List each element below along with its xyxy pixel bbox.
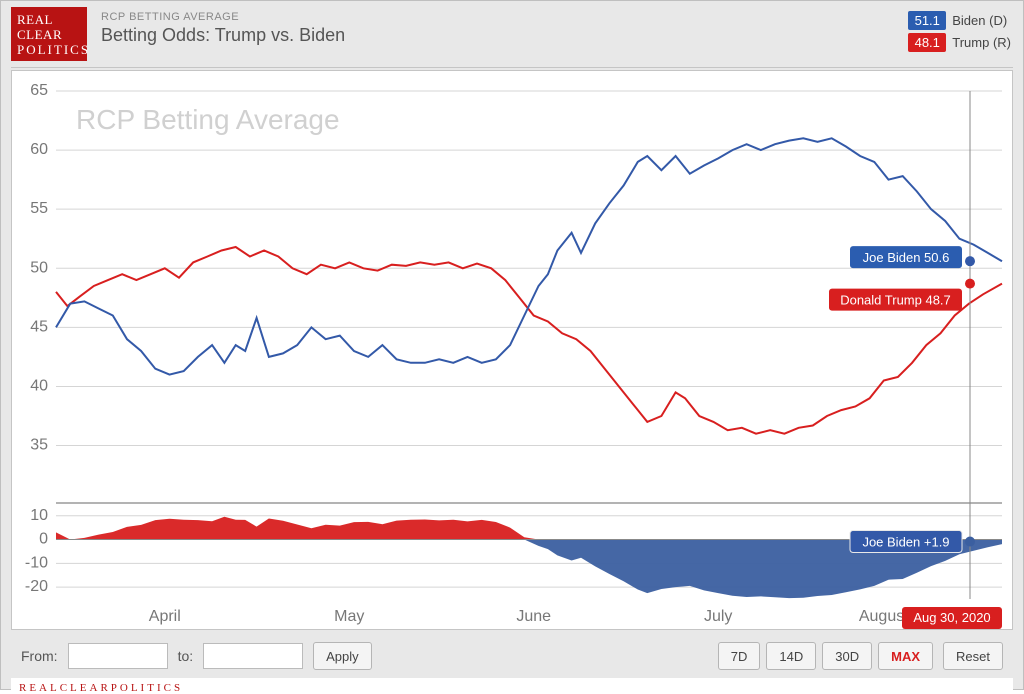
- to-input[interactable]: [203, 643, 303, 669]
- svg-text:-20: -20: [25, 578, 48, 595]
- legend-trump-value: 48.1: [908, 33, 946, 52]
- from-label: From:: [21, 648, 58, 664]
- svg-text:Joe Biden 50.6: Joe Biden 50.6: [863, 250, 950, 265]
- svg-text:-10: -10: [25, 554, 48, 571]
- betting-odds-chart: RCP Betting Average 35 40 45 50 55 60 65 10 0 -10 -…: [12, 71, 1012, 629]
- rcp-logo: REAL CLEAR POLITICS: [11, 7, 87, 61]
- range-max-button[interactable]: MAX: [878, 642, 933, 670]
- apply-button[interactable]: Apply: [313, 642, 372, 670]
- legend-biden-label: Biden (D): [952, 13, 1007, 28]
- logo-line2: CLEAR: [17, 27, 81, 42]
- title-block: RCP BETTING AVERAGE Betting Odds: Trump …: [101, 7, 345, 46]
- page-subtitle: RCP BETTING AVERAGE: [101, 11, 345, 23]
- from-input[interactable]: [68, 643, 168, 669]
- svg-text:June: June: [516, 608, 551, 625]
- range-30d-button[interactable]: 30D: [822, 642, 872, 670]
- legend-trump-label: Trump (R): [952, 35, 1011, 50]
- svg-text:50: 50: [30, 259, 48, 276]
- svg-text:April: April: [149, 608, 181, 625]
- range-7d-button[interactable]: 7D: [718, 642, 761, 670]
- svg-text:65: 65: [30, 82, 48, 99]
- chart-container: RCP Betting Average 35 40 45 50 55 60 65 10 0 -10 -…: [11, 70, 1013, 630]
- range-button-group: 7D14D30DMAX: [718, 642, 933, 670]
- svg-text:Aug 30, 2020: Aug 30, 2020: [913, 610, 990, 625]
- svg-text:Joe Biden +1.9: Joe Biden +1.9: [862, 535, 949, 550]
- reset-button[interactable]: Reset: [943, 642, 1003, 670]
- footnote: REALCLEARPOLITICS: [11, 678, 1013, 694]
- logo-line3: POLITICS: [17, 42, 81, 57]
- svg-text:60: 60: [30, 141, 48, 158]
- header: REAL CLEAR POLITICS RCP BETTING AVERAGE …: [7, 7, 1017, 67]
- svg-text:10: 10: [30, 507, 48, 524]
- controls-bar: From: to: Apply 7D14D30DMAX Reset: [11, 634, 1013, 678]
- legend-biden-value: 51.1: [908, 11, 946, 30]
- logo-line1: REAL: [17, 12, 81, 27]
- legend-trump: 48.1 Trump (R): [908, 33, 1011, 52]
- svg-text:Donald Trump 48.7: Donald Trump 48.7: [840, 293, 951, 308]
- svg-text:55: 55: [30, 200, 48, 217]
- to-label: to:: [178, 648, 194, 664]
- page-title: Betting Odds: Trump vs. Biden: [101, 25, 345, 46]
- svg-text:40: 40: [30, 377, 48, 394]
- range-14d-button[interactable]: 14D: [766, 642, 816, 670]
- svg-text:45: 45: [30, 318, 48, 335]
- app-frame: REAL CLEAR POLITICS RCP BETTING AVERAGE …: [0, 0, 1024, 690]
- legend-biden: 51.1 Biden (D): [908, 11, 1011, 30]
- svg-text:August: August: [859, 608, 909, 625]
- svg-text:July: July: [704, 608, 732, 625]
- svg-text:RCP Betting Average: RCP Betting Average: [76, 104, 340, 135]
- legend: 51.1 Biden (D) 48.1 Trump (R): [908, 11, 1011, 52]
- divider: [11, 67, 1013, 68]
- svg-text:0: 0: [39, 531, 48, 548]
- svg-text:35: 35: [30, 437, 48, 454]
- svg-text:May: May: [334, 608, 364, 625]
